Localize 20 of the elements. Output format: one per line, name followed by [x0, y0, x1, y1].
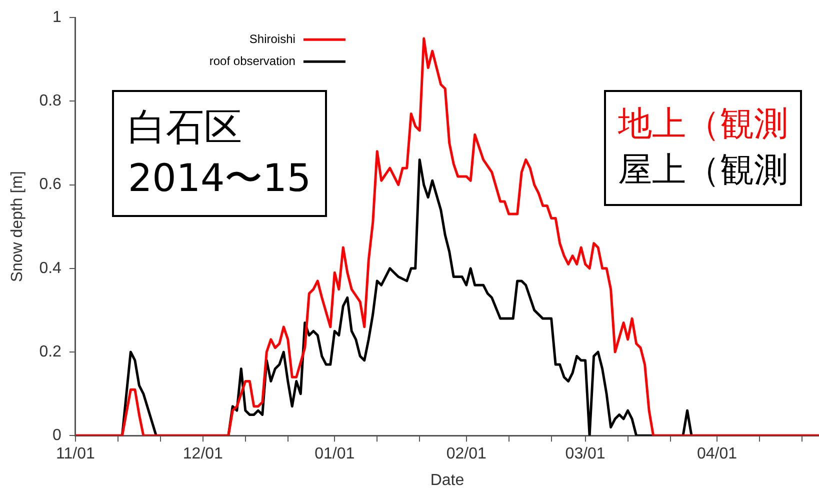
y-tick-label: 0.6 [39, 176, 62, 194]
annotation: 屋上（観測 [618, 148, 788, 192]
y-tick-label: 0.8 [39, 92, 62, 110]
y-tick-label: 1 [52, 9, 62, 26]
y-tick-label: 0.2 [39, 343, 62, 360]
annotation: 白石区 [128, 104, 243, 151]
x-tick-label: 03/01 [565, 446, 606, 463]
legend-label: roof observation [209, 54, 296, 68]
y-tick-label: 0.4 [39, 260, 62, 277]
y-axis-title: Snow depth [m] [9, 171, 26, 282]
x-tick-label: 11/01 [56, 446, 95, 463]
x-tick-label: 02/01 [446, 446, 486, 463]
annotation: 2014〜15 [128, 155, 312, 202]
x-tick-label: 04/01 [697, 446, 738, 463]
x-axis-title: Date [430, 472, 464, 489]
annotation: 地上（観測 [618, 103, 788, 146]
x-tick-label: 12/01 [182, 446, 224, 463]
legend-label: Shiroishi [249, 32, 296, 46]
y-tick-label: 0 [52, 427, 62, 444]
x-tick-label: 01/01 [314, 446, 355, 463]
